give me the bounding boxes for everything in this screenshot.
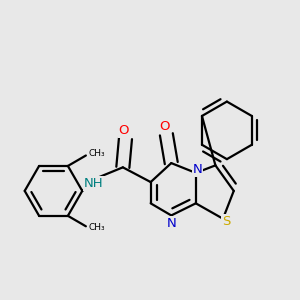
Text: N: N <box>193 163 202 176</box>
Text: NH: NH <box>84 177 104 190</box>
Text: CH₃: CH₃ <box>88 224 105 232</box>
Text: CH₃: CH₃ <box>88 149 105 158</box>
Text: O: O <box>118 124 129 137</box>
Text: O: O <box>160 120 170 133</box>
Text: S: S <box>222 215 230 228</box>
Text: N: N <box>167 217 176 230</box>
